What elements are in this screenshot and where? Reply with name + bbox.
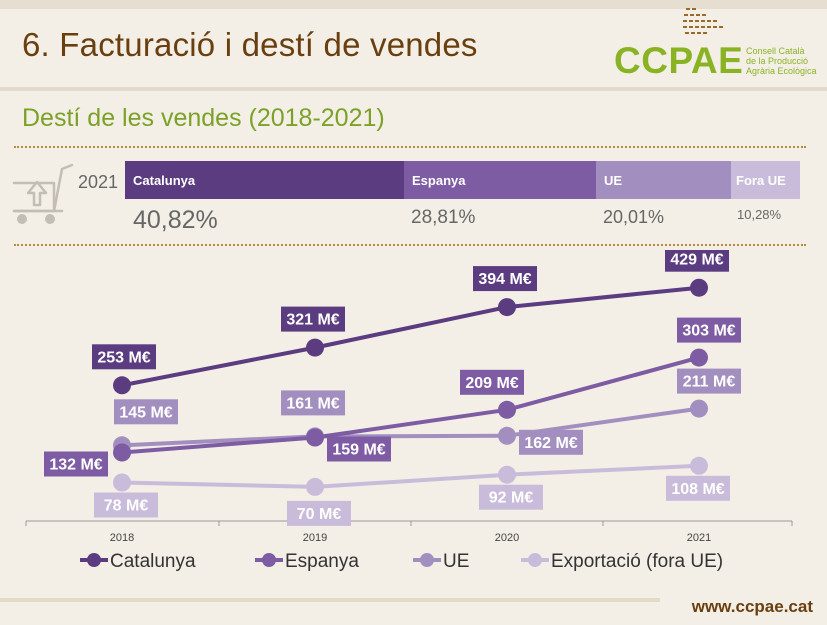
data-point — [498, 298, 516, 317]
data-label-box — [677, 317, 741, 343]
legend-marker — [528, 553, 542, 567]
series-line-catalunya — [120, 285, 701, 388]
ccpae-logo: CCPAE Consell Català de la Producció Agr… — [612, 4, 824, 81]
share-espanya: 28,81% — [411, 207, 476, 228]
logo-subtitle: Consell Català de la Producció Agrària E… — [746, 46, 817, 76]
data-label-box — [665, 250, 729, 272]
logo-subtitle-line: Consell Català — [746, 46, 805, 56]
website-link[interactable]: www.ccpae.cat — [691, 597, 813, 616]
distribution-year: 2021 — [78, 172, 119, 192]
data-label: 211 M€ — [683, 374, 736, 391]
data-point — [113, 473, 131, 492]
data-label-box — [92, 344, 156, 370]
data-label-box — [281, 390, 345, 416]
segment-fora-ue: Fora UE — [731, 161, 800, 199]
legend-marker — [262, 553, 276, 567]
x-tick-label: 2020 — [495, 532, 519, 544]
data-label: 145 M€ — [119, 404, 172, 421]
segment-espanya: Espanya — [404, 161, 596, 199]
data-label: 159 M€ — [332, 442, 385, 459]
data-label-box — [281, 306, 345, 332]
data-label-box — [44, 451, 108, 477]
dotted-divider — [14, 244, 806, 246]
data-point — [306, 338, 324, 357]
data-label: 108 M€ — [671, 481, 724, 498]
data-label: 78 M€ — [104, 498, 149, 515]
series-line-exportaci-fora-ue- — [120, 463, 701, 489]
data-label-box — [460, 369, 524, 395]
data-label: 321 M€ — [286, 312, 339, 329]
data-point — [690, 348, 708, 367]
data-label-box — [287, 500, 351, 526]
page-title: 6. Facturació i destí de vendes — [22, 26, 478, 63]
x-tick-label: 2019 — [303, 532, 327, 544]
dotted-divider — [14, 146, 806, 148]
data-label: 70 M€ — [297, 506, 342, 523]
data-label-box — [519, 429, 583, 455]
data-label: 132 M€ — [49, 457, 102, 474]
logo-wordmark: CCPAE — [614, 40, 744, 81]
data-point — [498, 465, 516, 484]
data-label: 209 M€ — [465, 375, 518, 392]
share-ue: 20,01% — [603, 207, 665, 227]
data-label-box — [473, 266, 537, 292]
legend-label: UE — [443, 551, 469, 572]
divider-band — [0, 87, 827, 91]
series-line-ue — [120, 406, 701, 448]
footer-band — [0, 598, 660, 602]
data-point — [498, 426, 516, 445]
data-label: 394 M€ — [478, 271, 531, 288]
segment-ue: UE — [596, 161, 731, 199]
x-tick-label: 2021 — [687, 532, 711, 544]
data-point — [690, 399, 708, 418]
logo-subtitle-line: de la Producció — [746, 56, 809, 66]
segment-catalunya: Catalunya — [125, 161, 404, 199]
logo-grain-icon — [683, 8, 723, 34]
series-line-espanya — [120, 355, 701, 455]
share-fora-ue: 10,28% — [737, 207, 782, 222]
section-title: Destí de les vendes (2018-2021) — [22, 104, 385, 132]
legend-label: Exportació (fora UE) — [551, 551, 723, 572]
shopping-cart-icon — [12, 163, 74, 224]
data-label: 429 M€ — [670, 252, 723, 269]
data-label: 253 M€ — [97, 349, 150, 366]
data-label-box — [114, 399, 178, 425]
data-label: 162 M€ — [524, 435, 577, 452]
x-tick-label: 2018 — [110, 532, 134, 544]
data-label: 161 M€ — [286, 395, 339, 412]
logo-subtitle-line: Agrària Ecològica — [746, 66, 817, 76]
data-label-box — [94, 492, 158, 518]
data-label-box — [479, 484, 543, 510]
sales-line-chart: 2018 2019 2020 2021 253 M€ 321 M€ 394 M€ 429 M€… — [25, 250, 793, 572]
data-point — [113, 443, 131, 462]
data-label: 92 M€ — [489, 490, 534, 507]
data-point — [306, 428, 324, 447]
legend-label: Espanya — [285, 551, 359, 572]
top-band — [0, 0, 827, 9]
legend-marker — [87, 553, 101, 567]
data-point — [498, 400, 516, 419]
data-label: 303 M€ — [682, 323, 735, 340]
data-point — [113, 376, 131, 395]
legend-label: Catalunya — [110, 551, 196, 572]
data-point — [306, 477, 324, 496]
data-label-box — [666, 475, 730, 501]
data-label-box — [327, 436, 391, 462]
legend-marker — [420, 553, 434, 567]
data-point — [690, 456, 708, 475]
data-label-box — [677, 368, 741, 394]
data-point — [690, 278, 708, 297]
share-catalunya: 40,82% — [133, 206, 218, 234]
